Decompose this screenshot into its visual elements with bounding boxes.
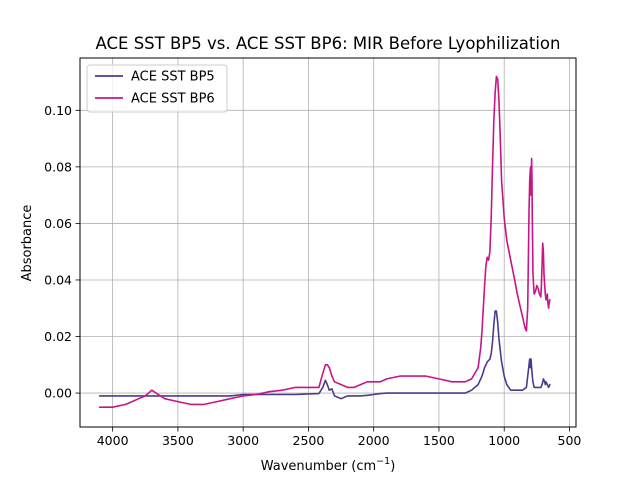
x-tick-label: 3000 [227, 433, 259, 448]
tick-layer: 4000 3500 3000 2500 2000 1500 1000 500 0.00 0.02 0… [44, 103, 581, 448]
y-tick-label: 0.02 [44, 329, 72, 344]
x-tick-label: 1500 [423, 433, 455, 448]
y-tick-label: 0.08 [44, 159, 72, 174]
legend-label-bp6: ACE SST BP6 [131, 92, 215, 107]
chart-title: ACE SST BP5 vs. ACE SST BP6: MIR Before … [96, 34, 561, 53]
y-tick-label: 0.10 [44, 103, 72, 118]
legend-label-bp5: ACE SST BP5 [131, 70, 215, 85]
x-tick-label: 4000 [97, 433, 129, 448]
x-tick-label: 2000 [358, 433, 390, 448]
x-tick-label: 500 [558, 433, 582, 448]
series-line-bp6 [98, 75, 551, 409]
x-axis-title: Wavenumber (cm−1) [261, 456, 396, 474]
x-tick-label: 3500 [162, 433, 194, 448]
x-axis-title-main: Wavenumber (cm [261, 459, 376, 474]
x-axis-title-exponent: −1 [376, 456, 390, 467]
y-tick-label: 0.00 [44, 386, 72, 401]
x-tick-label: 2500 [293, 433, 325, 448]
legend: ACE SST BP5 ACE SST BP6 [86, 64, 228, 113]
series-layer [98, 75, 551, 409]
plot-frame [79, 57, 577, 428]
x-tick-label: 1000 [488, 433, 520, 448]
x-axis-title-close: ) [390, 459, 395, 474]
y-axis-title: Absorbance [20, 205, 35, 282]
series-line-bp5 [98, 310, 551, 400]
y-tick-label: 0.06 [44, 216, 72, 231]
y-tick-label: 0.04 [44, 272, 72, 287]
